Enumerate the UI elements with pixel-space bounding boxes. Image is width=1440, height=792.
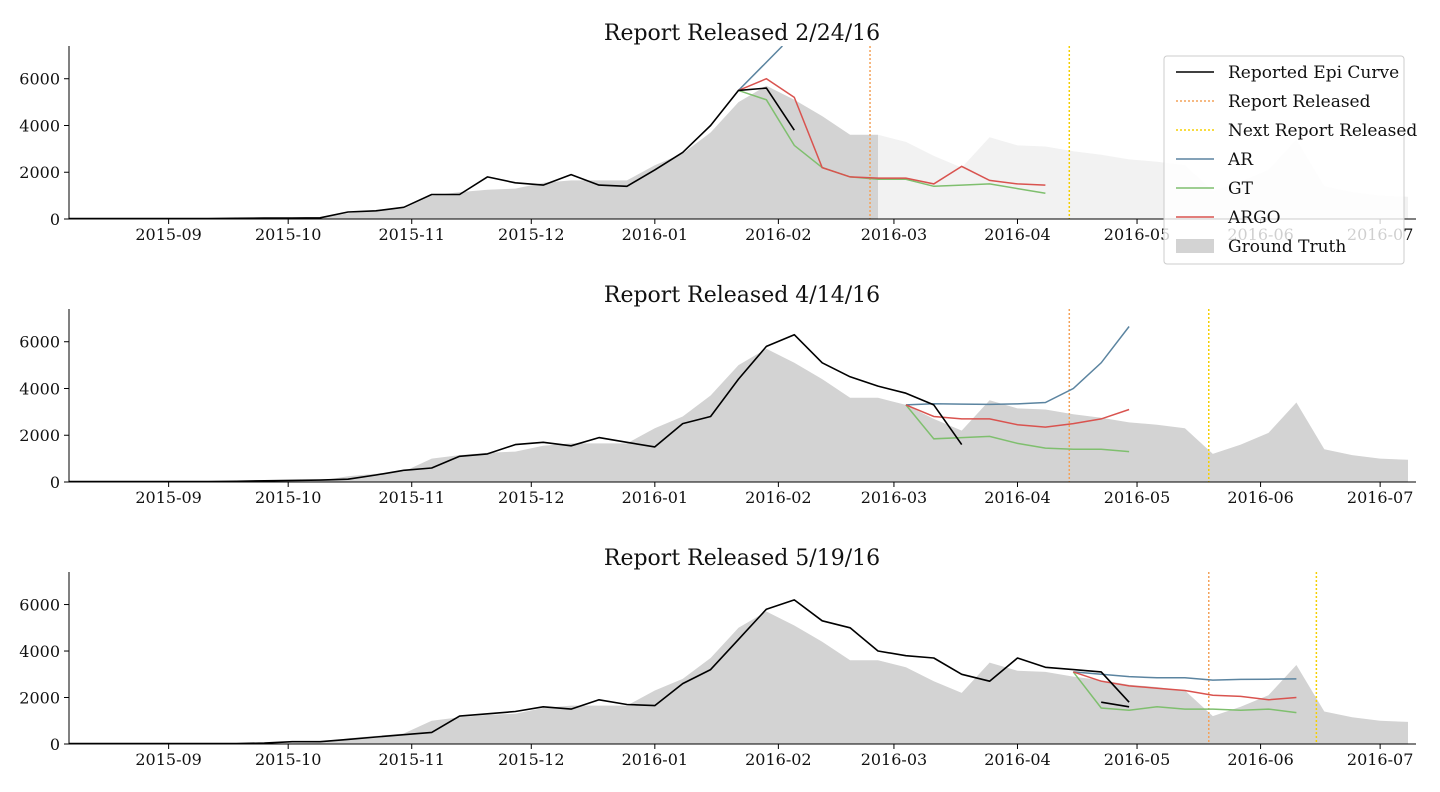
x-tick-label: 2016-07: [1347, 750, 1413, 769]
x-tick-label: 2016-03: [861, 488, 927, 507]
x-tick-label: 2015-10: [255, 750, 321, 769]
x-tick-label: 2016-03: [861, 225, 927, 244]
y-tick-label: 4000: [19, 116, 60, 135]
y-tick-label: 0: [50, 473, 60, 492]
plot-area: [69, 309, 1408, 483]
x-tick-label: 2015-09: [135, 750, 201, 769]
x-tick-label: 2016-06: [1227, 750, 1293, 769]
gt-line: [738, 89, 1046, 195]
y-tick-label: 0: [50, 210, 60, 229]
panel-title: Report Released 5/19/16: [604, 546, 880, 571]
plot-area: [69, 572, 1408, 745]
x-tick-label: 2015-09: [135, 225, 201, 244]
x-tick-label: 2016-04: [984, 225, 1050, 244]
x-tick-label: 2016-02: [745, 225, 811, 244]
x-tick-label: 2015-12: [498, 750, 564, 769]
argo-line: [738, 77, 1046, 186]
x-tick-label: 2016-05: [1104, 750, 1170, 769]
legend-label-argo: ARGO: [1227, 208, 1281, 228]
legend-label-next_report: Next Report Released: [1228, 121, 1417, 141]
y-tick-label: 2000: [19, 163, 60, 182]
y-tick-label: 6000: [19, 333, 60, 352]
gt-line: [1072, 671, 1297, 714]
x-tick-label: 2015-09: [135, 488, 201, 507]
y-tick-label: 0: [50, 735, 60, 754]
reported-epi-curve-line: [69, 333, 963, 483]
x-tick-label: 2015-11: [378, 750, 444, 769]
legend-label-gt: GT: [1228, 179, 1254, 199]
x-tick-label: 2016-01: [622, 225, 688, 244]
ar-line: [737, 46, 783, 91]
x-tick-label: 2016-01: [622, 488, 688, 507]
x-tick-label: 2016-03: [861, 750, 927, 769]
ground-truth-area: [69, 611, 1408, 744]
x-tick-label: 2015-10: [255, 225, 321, 244]
panel-report-4-14-16: Report Released 4/14/16 0 2000 4000 6000 201…: [19, 283, 1416, 507]
x-tick-label: 2016-06: [1227, 488, 1293, 507]
reported-epi-curve-line: [69, 599, 1130, 745]
legend-label-report_released: Report Released: [1228, 92, 1371, 112]
x-tick-label: 2015-11: [378, 488, 444, 507]
y-tick-label: 2000: [19, 689, 60, 708]
y-tick-label: 2000: [19, 426, 60, 445]
x-tick-label: 2015-12: [498, 488, 564, 507]
y-tick-label: 4000: [19, 379, 60, 398]
reported-epi-curve-tail: [1101, 701, 1130, 708]
gt-line: [905, 404, 1130, 453]
panel-title: Report Released 2/24/16: [604, 21, 880, 46]
ground-truth-area: [69, 85, 878, 219]
x-tick-label: 2016-05: [1104, 225, 1170, 244]
x-tick-label: 2016-05: [1104, 488, 1170, 507]
x-tick-label: 2015-12: [498, 225, 564, 244]
y-tick-label: 6000: [19, 596, 60, 615]
legend-label-reported: Reported Epi Curve: [1228, 63, 1399, 83]
ground-truth-area: [69, 348, 1408, 482]
x-tick-label: 2016-07: [1347, 488, 1413, 507]
legend-label-ar: AR: [1227, 150, 1254, 170]
legend-label-ground_truth: Ground Truth: [1228, 237, 1346, 257]
legend-swatch-ground_truth: [1176, 239, 1214, 253]
panel-title: Report Released 4/14/16: [604, 283, 880, 308]
y-tick-label: 6000: [19, 70, 60, 89]
x-tick-label: 2016-01: [622, 750, 688, 769]
x-tick-label: 2016-02: [745, 488, 811, 507]
legend-frame: [1163, 55, 1405, 265]
x-tick-label: 2016-02: [745, 750, 811, 769]
ar-line: [905, 326, 1130, 406]
y-tick-label: 4000: [19, 642, 60, 661]
legend: Reported Epi Curve Report Released Next Re…: [1163, 55, 1417, 265]
ar-line: [1073, 671, 1297, 681]
panel-report-5-19-16: Report Released 5/19/16 0 2000 4000 6000 201…: [19, 546, 1416, 769]
x-tick-label: 2015-10: [255, 488, 321, 507]
x-tick-label: 2015-11: [378, 225, 444, 244]
x-tick-label: 2016-04: [984, 488, 1050, 507]
x-tick-label: 2016-04: [984, 750, 1050, 769]
